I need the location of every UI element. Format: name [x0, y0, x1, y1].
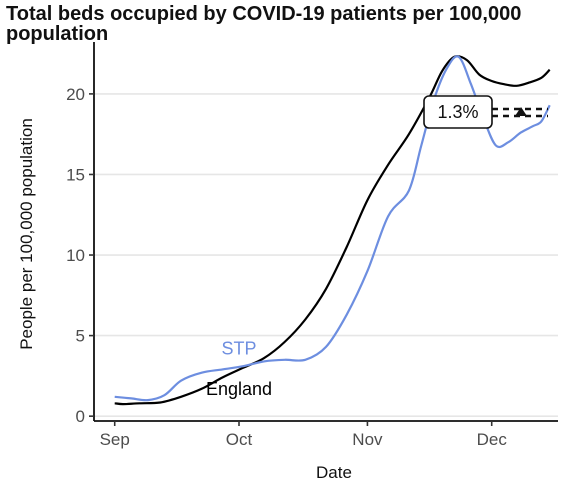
y-tick-label: 5 — [76, 327, 85, 346]
series-label-stp: STP — [221, 338, 256, 358]
x-tick-label: Dec — [477, 430, 508, 449]
y-tick-label: 15 — [66, 165, 85, 184]
series-labels: STP England — [206, 338, 272, 398]
series-line-stp — [114, 55, 551, 402]
chart-title: Total beds occupied by COVID-19 patients… — [6, 3, 522, 45]
y-tick-label: 10 — [66, 246, 85, 265]
axes: 0 5 10 15 20 Sep Oct Nov Dec — [66, 42, 558, 449]
y-tick-label: 0 — [76, 407, 85, 426]
series-line-england — [114, 55, 551, 406]
callout-value: 1.3% — [437, 102, 478, 122]
y-axis-title: People per 100,000 population — [17, 118, 36, 350]
gridlines — [94, 93, 558, 417]
change-callout: 1.3% — [423, 95, 548, 129]
x-tick-label: Sep — [100, 430, 130, 449]
x-tick-label: Nov — [352, 430, 383, 449]
series-lines — [114, 55, 551, 406]
y-tick-label: 20 — [66, 85, 85, 104]
x-tick-label: Oct — [226, 430, 253, 449]
callout-box — [423, 95, 493, 129]
up-arrow-icon — [515, 107, 527, 116]
series-label-england: England — [206, 379, 272, 399]
x-axis-title: Date — [316, 463, 352, 482]
